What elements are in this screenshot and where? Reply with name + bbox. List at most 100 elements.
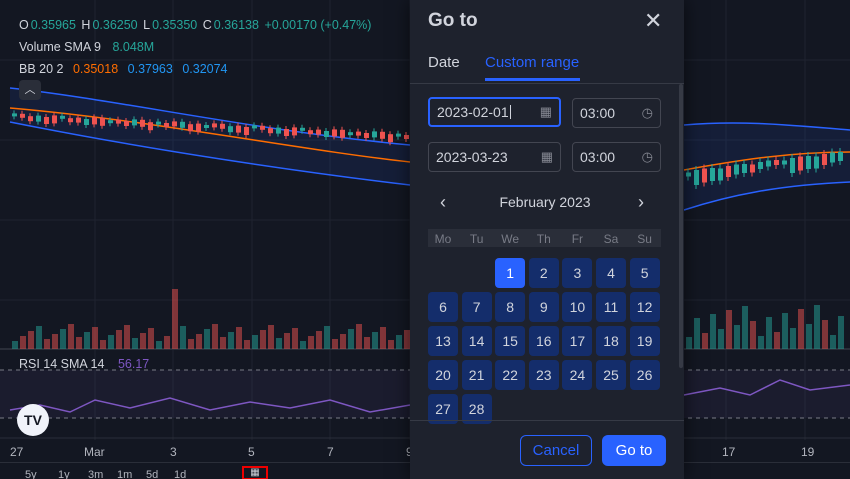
calendar-day[interactable]: 4 xyxy=(596,258,626,288)
calendar-day[interactable]: 11 xyxy=(596,292,626,322)
candle-body xyxy=(76,117,81,123)
volume-bar xyxy=(340,334,346,349)
candle-body xyxy=(766,160,771,167)
calendar-day[interactable]: 2 xyxy=(528,258,559,288)
tab-date[interactable]: Date xyxy=(428,54,460,71)
volume-bar xyxy=(822,320,828,349)
calendar-day[interactable]: 22 xyxy=(495,360,526,390)
candle-body xyxy=(220,123,225,129)
calendar-icon[interactable]: ▦ xyxy=(540,149,553,164)
candle-body xyxy=(28,116,33,122)
calendar-day[interactable]: 28 xyxy=(461,394,492,424)
calendar-day[interactable]: 9 xyxy=(528,292,559,322)
volume-bar xyxy=(100,340,106,349)
end-time-input[interactable]: 03:00 ◷ xyxy=(572,142,661,172)
next-month-button[interactable]: › xyxy=(638,192,644,213)
calendar-day[interactable]: 8 xyxy=(495,292,526,322)
end-time-value: 03:00 xyxy=(580,149,616,165)
candle-body xyxy=(340,129,345,138)
range-1y[interactable]: 1y xyxy=(58,469,70,479)
calendar-day[interactable]: 14 xyxy=(461,326,492,356)
chevron-left-icon: ‹ xyxy=(440,192,446,212)
range-3m[interactable]: 3m xyxy=(88,469,104,479)
candle-body xyxy=(260,125,265,130)
rsi-line xyxy=(9,397,411,413)
calendar-day[interactable]: 17 xyxy=(562,326,593,356)
candle-body xyxy=(244,127,249,135)
range-1m[interactable]: 1m xyxy=(117,469,133,479)
volume-bar xyxy=(228,332,234,349)
volume-bar xyxy=(750,321,756,349)
tradingview-logo[interactable]: TV xyxy=(17,404,49,436)
low-label: L xyxy=(143,18,151,32)
calendar-day[interactable]: 6 xyxy=(428,292,458,322)
candle-body xyxy=(60,115,65,119)
calendar-day[interactable]: 5 xyxy=(629,258,660,288)
weekday-label: Tu xyxy=(469,232,484,246)
start-date-input[interactable]: 2023-02-01 ▦ xyxy=(428,97,561,127)
candle-body xyxy=(92,117,97,125)
rsi-value: 56.17 xyxy=(117,357,150,371)
calendar-icon[interactable]: ▦ xyxy=(539,104,552,119)
cancel-button[interactable]: Cancel xyxy=(520,435,592,466)
calendar-day[interactable]: 21 xyxy=(461,360,492,390)
candle-body xyxy=(364,133,369,138)
calendar-day[interactable]: 25 xyxy=(596,360,626,390)
clock-icon[interactable]: ◷ xyxy=(641,105,653,120)
volume-bar xyxy=(806,324,812,349)
x-axis-label: 3 xyxy=(170,445,177,459)
candle-body xyxy=(710,168,715,181)
bb-upper-value: 0.37963 xyxy=(127,62,173,76)
calendar-day[interactable]: 15 xyxy=(495,326,526,356)
volume-bar xyxy=(196,334,202,349)
tab-custom-range[interactable]: Custom range xyxy=(485,54,580,71)
candle-body xyxy=(140,119,145,127)
calendar-day[interactable]: 26 xyxy=(629,360,660,390)
goto-dialog: Go to ✕ Date Custom range 2023-02-01 ▦ 0… xyxy=(410,0,684,479)
high-label: H xyxy=(81,18,91,32)
volume-bar xyxy=(742,306,748,349)
range-5y[interactable]: 5y xyxy=(25,469,37,479)
x-axis-label: 5 xyxy=(248,445,255,459)
calendar-day[interactable]: 27 xyxy=(428,394,458,424)
volume-bar xyxy=(332,339,338,349)
calendar-day[interactable]: 23 xyxy=(528,360,559,390)
goto-date-button[interactable]: ▦ xyxy=(242,466,268,479)
chevron-up-icon: ︿ xyxy=(24,84,36,96)
collapse-legend-button[interactable]: ︿ xyxy=(19,80,41,100)
start-time-input[interactable]: 03:00 ◷ xyxy=(572,98,661,128)
candle-body xyxy=(84,119,89,125)
ohlc-legend: O 0.35965 H 0.36250 L 0.35350 C 0.36138 +0.0… xyxy=(19,18,373,32)
close-button[interactable]: ✕ xyxy=(644,10,662,32)
dialog-scrollbar[interactable] xyxy=(679,84,683,368)
volume-bar xyxy=(284,333,290,349)
bb-legend: BB 20 2 0.35018 0.37963 0.32074 xyxy=(19,62,230,76)
candle-body xyxy=(332,129,337,137)
range-5d[interactable]: 5d xyxy=(146,469,159,479)
range-1d[interactable]: 1d xyxy=(174,469,187,479)
rsi-line xyxy=(683,379,850,396)
end-date-input[interactable]: 2023-03-23 ▦ xyxy=(428,142,561,172)
candle-body xyxy=(726,166,731,177)
calendar-day-selected[interactable]: 1 xyxy=(495,258,526,288)
volume-bar xyxy=(124,325,130,349)
bb-label: BB 20 2 xyxy=(19,62,64,76)
calendar-day[interactable]: 24 xyxy=(562,360,593,390)
x-axis-label: Mar xyxy=(84,445,105,459)
prev-month-button[interactable]: ‹ xyxy=(440,192,446,213)
calendar-day[interactable]: 12 xyxy=(629,292,660,322)
calendar-day[interactable]: 18 xyxy=(596,326,626,356)
volume-bar xyxy=(758,336,764,349)
footer-divider xyxy=(410,420,684,421)
calendar-day[interactable]: 13 xyxy=(428,326,458,356)
calendar-day[interactable]: 7 xyxy=(461,292,492,322)
candle-body xyxy=(300,127,305,131)
calendar-day[interactable]: 10 xyxy=(562,292,593,322)
volume-bar xyxy=(204,329,210,349)
calendar-day[interactable]: 19 xyxy=(629,326,660,356)
go-to-button[interactable]: Go to xyxy=(602,435,666,466)
calendar-day[interactable]: 20 xyxy=(428,360,458,390)
clock-icon[interactable]: ◷ xyxy=(641,149,653,164)
calendar-day[interactable]: 3 xyxy=(562,258,593,288)
calendar-day[interactable]: 16 xyxy=(528,326,559,356)
